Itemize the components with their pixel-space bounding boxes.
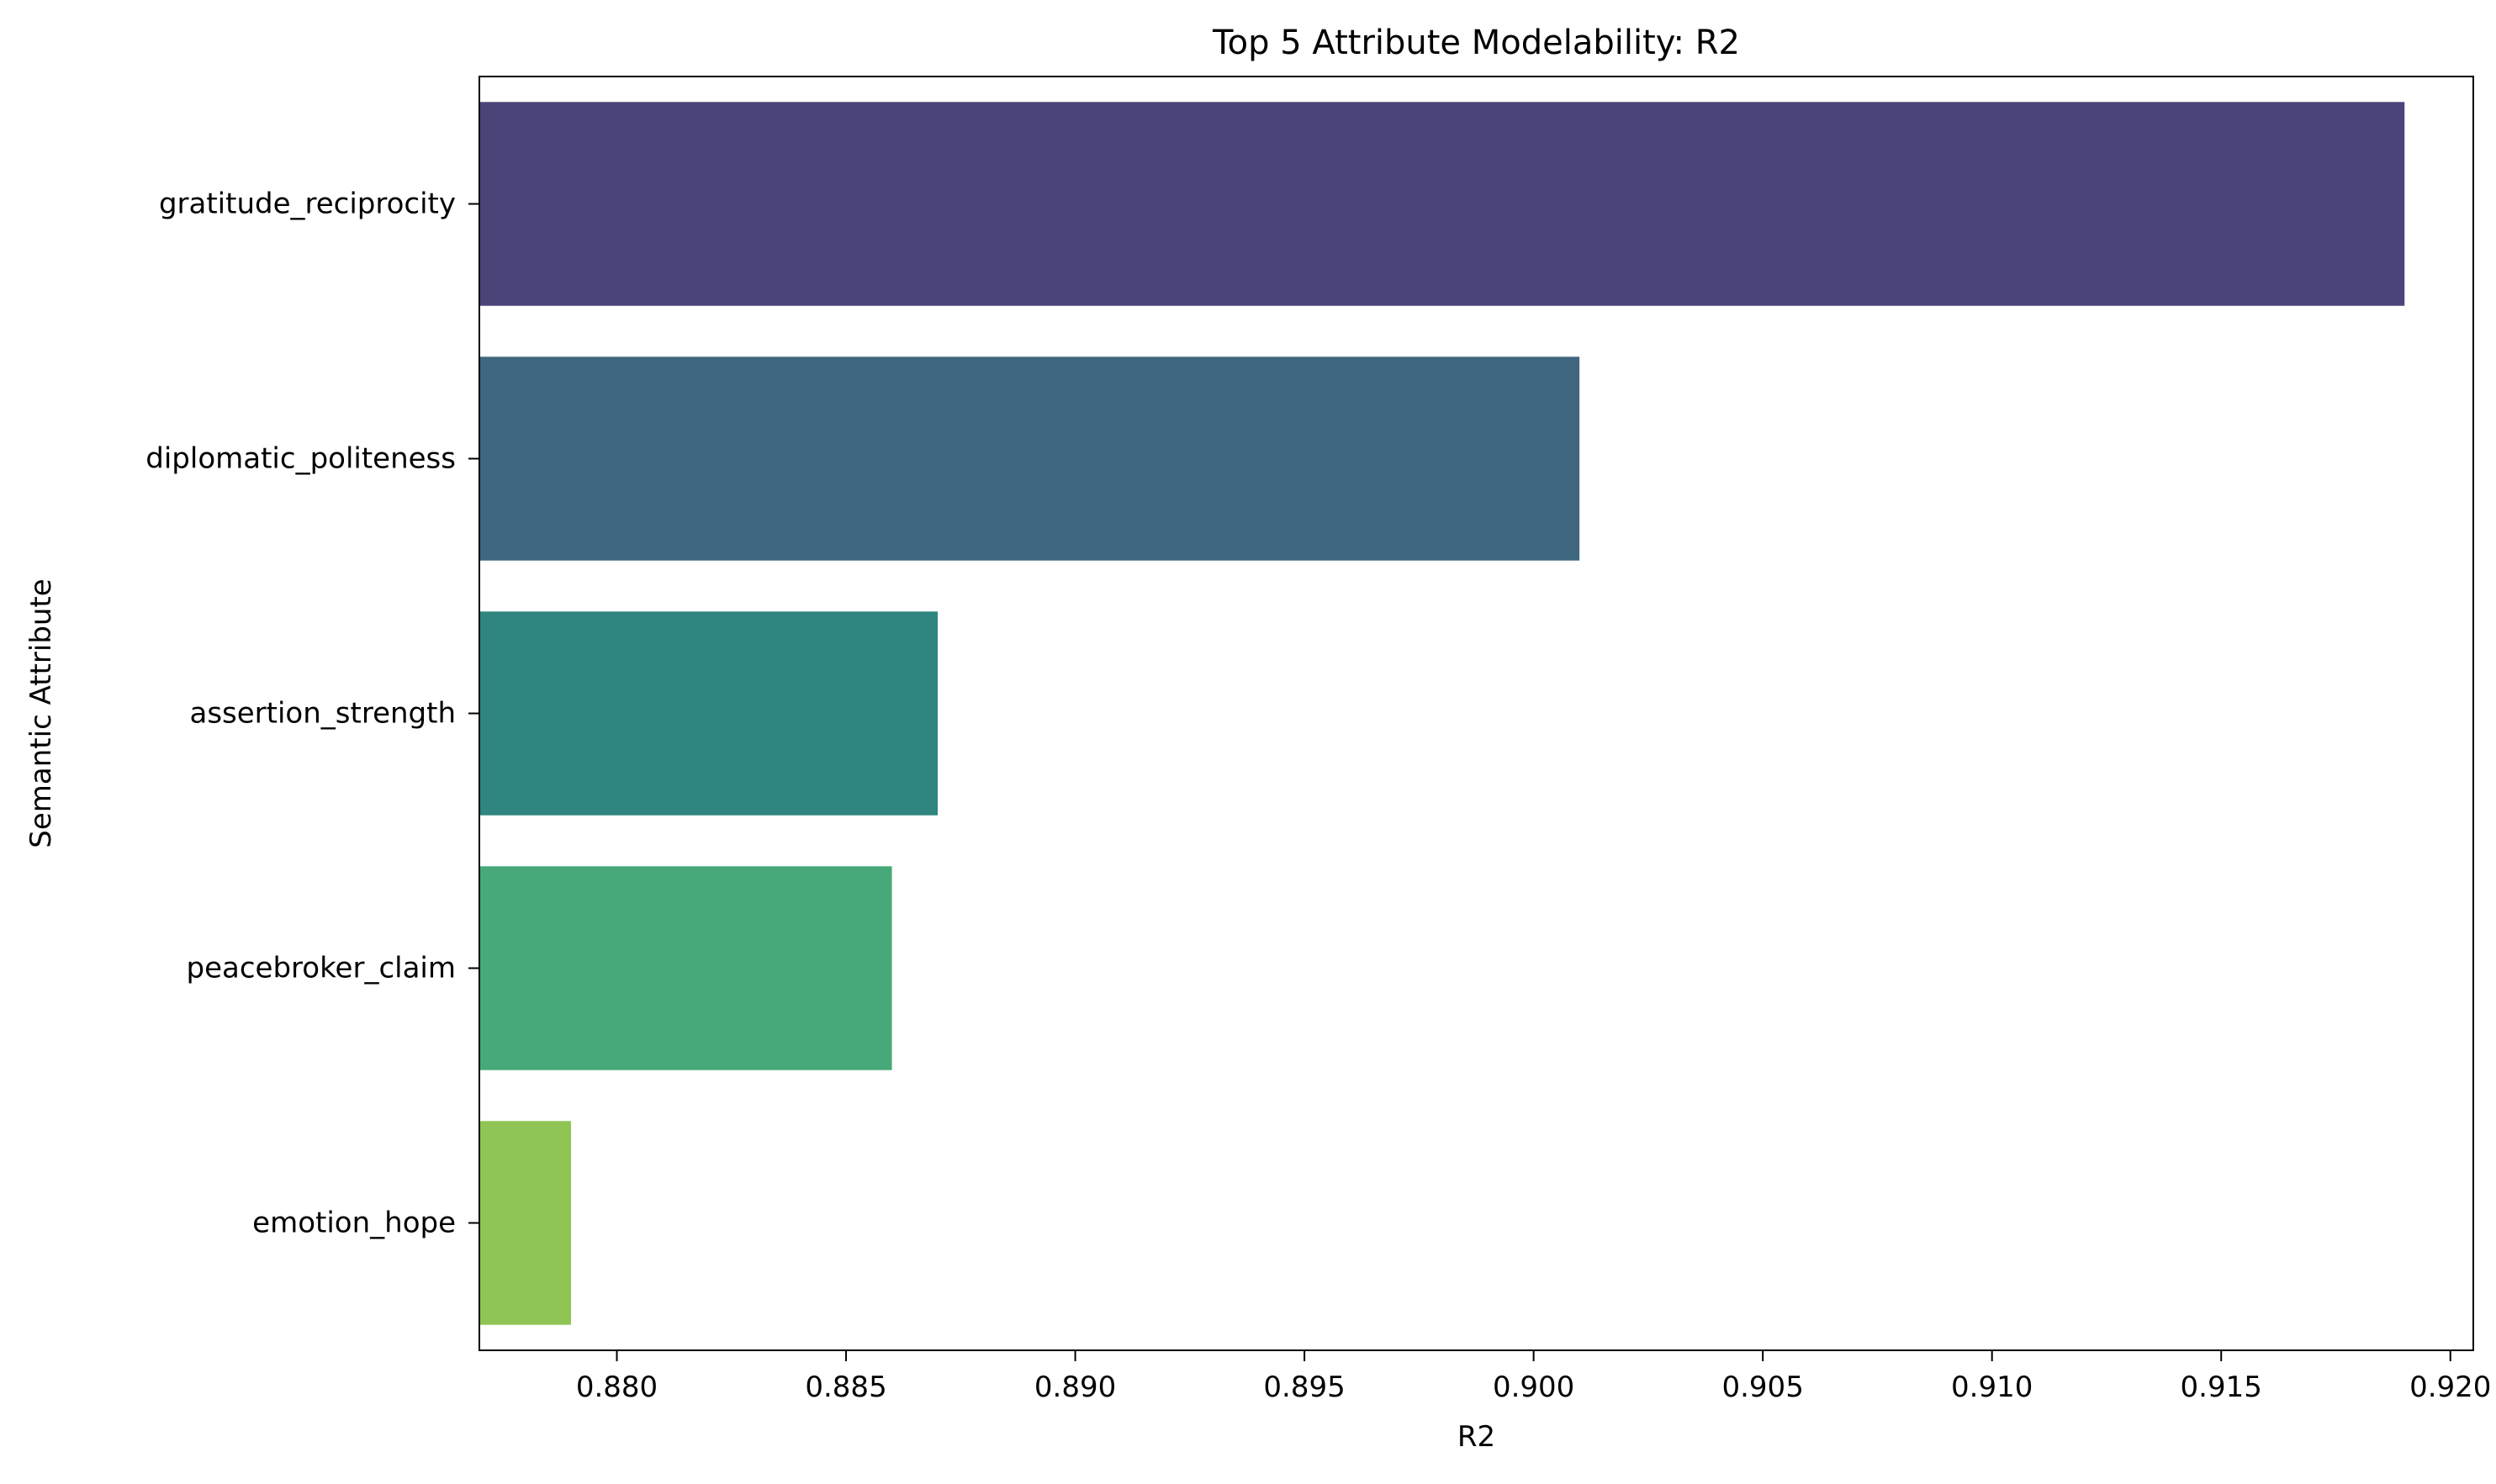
chart-title: Top 5 Attribute Modelability: R2	[1212, 24, 1740, 62]
y-tick-label: diplomatic_politeness	[145, 442, 456, 476]
x-tick-label: 0.890	[1034, 1370, 1116, 1404]
plot-frame	[479, 76, 2474, 1351]
bar-peacebroker-claim	[479, 866, 892, 1070]
x-tick-label: 0.920	[2409, 1370, 2491, 1404]
x-tick-label: 0.915	[2181, 1370, 2262, 1404]
y-tick-label: assertion_strength	[190, 697, 457, 731]
x-tick-label: 0.885	[805, 1370, 886, 1404]
bar-gratitude-reciprocity	[479, 102, 2405, 306]
y-axis-label: Semantic Attribute	[24, 578, 58, 848]
y-tick-label: emotion_hope	[252, 1207, 456, 1240]
x-tick-label: 0.900	[1493, 1370, 1574, 1404]
bars-layer	[479, 102, 2405, 1325]
x-axis-label: R2	[1457, 1420, 1495, 1454]
x-tick-label: 0.910	[1951, 1370, 2033, 1404]
bar-assertion-strength	[479, 611, 939, 816]
y-tick-label: peacebroker_claim	[187, 952, 456, 985]
x-tick-label: 0.880	[576, 1370, 658, 1404]
x-tick-label: 0.895	[1263, 1370, 1345, 1404]
ticks-layer: gratitude_reciprocity diplomatic_politene…	[145, 187, 2491, 1405]
x-tick-label: 0.905	[1721, 1370, 1803, 1404]
y-tick-label: gratitude_reciprocity	[159, 187, 456, 221]
bar-diplomatic-politeness	[479, 356, 1580, 561]
bar-emotion-hope	[479, 1121, 572, 1325]
